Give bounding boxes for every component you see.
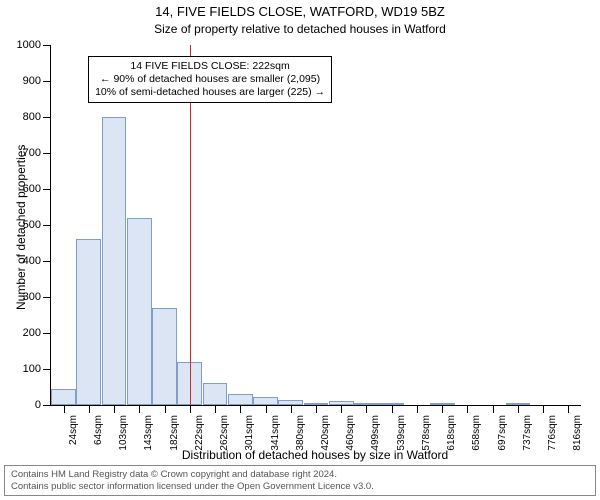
x-tick-label: 222sqm bbox=[194, 415, 205, 451]
x-tick-label: 420sqm bbox=[320, 415, 331, 451]
x-tick bbox=[64, 405, 65, 413]
footer-line-2: Contains public sector information licen… bbox=[11, 481, 589, 492]
plot-area: 0100200300400500600700800900100024sqm64s… bbox=[50, 45, 581, 406]
x-tick bbox=[114, 405, 115, 413]
y-tick bbox=[43, 261, 51, 262]
histogram-bar bbox=[203, 383, 228, 405]
x-tick bbox=[266, 405, 267, 413]
x-tick bbox=[316, 405, 317, 413]
x-tick-label: 776sqm bbox=[547, 415, 558, 451]
x-tick bbox=[493, 405, 494, 413]
x-tick-label: 539sqm bbox=[396, 415, 407, 451]
x-tick bbox=[89, 405, 90, 413]
x-tick bbox=[240, 405, 241, 413]
y-tick bbox=[43, 189, 51, 190]
x-tick-label: 737sqm bbox=[522, 415, 533, 451]
x-tick-label: 578sqm bbox=[421, 415, 432, 451]
x-tick bbox=[366, 405, 367, 413]
histogram-bar bbox=[152, 308, 177, 405]
x-tick-label: 262sqm bbox=[219, 415, 230, 451]
histogram-bar bbox=[51, 389, 76, 405]
y-tick-label: 200 bbox=[23, 327, 41, 339]
x-tick-label: 143sqm bbox=[143, 415, 154, 451]
x-tick-label: 103sqm bbox=[118, 415, 129, 451]
x-tick bbox=[341, 405, 342, 413]
x-tick bbox=[215, 405, 216, 413]
x-tick-label: 182sqm bbox=[169, 415, 180, 451]
y-tick bbox=[43, 225, 51, 226]
x-tick bbox=[442, 405, 443, 413]
x-tick-label: 697sqm bbox=[497, 415, 508, 451]
x-tick bbox=[139, 405, 140, 413]
histogram-bar bbox=[228, 394, 253, 405]
x-tick bbox=[291, 405, 292, 413]
x-tick bbox=[467, 405, 468, 413]
footer-line-1: Contains HM Land Registry data © Crown c… bbox=[11, 469, 589, 480]
x-tick bbox=[190, 405, 191, 413]
y-tick-label: 1000 bbox=[17, 39, 41, 51]
x-tick bbox=[417, 405, 418, 413]
attribution-footer: Contains HM Land Registry data © Crown c… bbox=[4, 465, 596, 496]
y-tick-label: 100 bbox=[23, 363, 41, 375]
x-tick bbox=[543, 405, 544, 413]
y-tick bbox=[43, 117, 51, 118]
y-axis-label: Number of detached properties bbox=[14, 145, 28, 310]
x-tick bbox=[518, 405, 519, 413]
x-tick-label: 24sqm bbox=[68, 415, 79, 445]
x-axis-label: Distribution of detached houses by size … bbox=[50, 448, 580, 462]
x-tick-label: 499sqm bbox=[370, 415, 381, 451]
x-tick-label: 380sqm bbox=[295, 415, 306, 451]
x-tick-label: 816sqm bbox=[572, 415, 583, 451]
y-tick bbox=[43, 81, 51, 82]
y-tick bbox=[43, 333, 51, 334]
chart-subtitle: Size of property relative to detached ho… bbox=[0, 22, 600, 36]
y-tick bbox=[43, 297, 51, 298]
histogram-bar bbox=[253, 397, 278, 405]
chart-container: 14, FIVE FIELDS CLOSE, WATFORD, WD19 5BZ… bbox=[0, 0, 600, 500]
y-tick bbox=[43, 369, 51, 370]
x-tick bbox=[568, 405, 569, 413]
x-tick-label: 301sqm bbox=[244, 415, 255, 451]
y-tick-label: 900 bbox=[23, 75, 41, 87]
x-tick-label: 658sqm bbox=[471, 415, 482, 451]
annotation-line-1: 14 FIVE FIELDS CLOSE: 222sqm bbox=[95, 60, 325, 73]
y-tick bbox=[43, 153, 51, 154]
histogram-bar bbox=[76, 239, 101, 405]
x-tick bbox=[392, 405, 393, 413]
annotation-line-3: 10% of semi-detached houses are larger (… bbox=[95, 86, 325, 99]
annotation-line-2: ← 90% of detached houses are smaller (2,… bbox=[95, 73, 325, 86]
y-tick-label: 800 bbox=[23, 111, 41, 123]
x-tick bbox=[165, 405, 166, 413]
x-tick-label: 618sqm bbox=[446, 415, 457, 451]
y-tick bbox=[43, 45, 51, 46]
y-tick-label: 0 bbox=[35, 399, 41, 411]
y-tick bbox=[43, 405, 51, 406]
histogram-bar bbox=[102, 117, 127, 405]
histogram-bar bbox=[127, 218, 152, 405]
chart-title: 14, FIVE FIELDS CLOSE, WATFORD, WD19 5BZ bbox=[0, 4, 600, 19]
annotation-box: 14 FIVE FIELDS CLOSE: 222sqm← 90% of det… bbox=[88, 56, 332, 103]
x-tick-label: 341sqm bbox=[270, 415, 281, 451]
x-tick-label: 460sqm bbox=[345, 415, 356, 451]
x-tick-label: 64sqm bbox=[93, 415, 104, 445]
